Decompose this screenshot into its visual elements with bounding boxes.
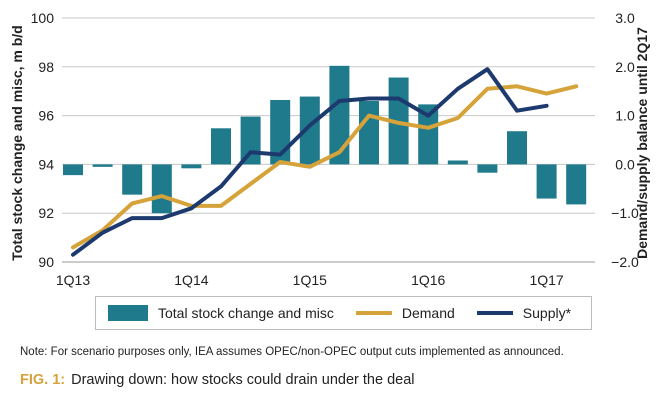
y-right-tick-label: 0.0 <box>615 156 635 172</box>
stock-change-bar <box>181 164 202 169</box>
figure-label: FIG. 1: <box>20 372 66 388</box>
stock-change-bar <box>92 164 113 167</box>
legend-label: Total stock change and misc <box>158 305 334 321</box>
legend-swatch-demand <box>355 311 392 315</box>
figure-caption-text: Drawing down: how stocks could drain und… <box>71 372 415 388</box>
x-tick-label: 1Q16 <box>411 272 445 288</box>
y-left-tick-label: 92 <box>38 205 54 221</box>
x-tick-label: 1Q14 <box>174 272 208 288</box>
stock-change-bar <box>63 164 83 176</box>
stock-change-bar <box>151 164 172 214</box>
figure-caption: FIG. 1: Drawing down: how stocks could dr… <box>20 372 415 388</box>
stock-change-bar <box>211 128 231 165</box>
legend-label: Supply* <box>522 305 572 321</box>
stock-change-bar <box>507 131 527 165</box>
legend-swatch-supply <box>476 311 513 315</box>
stock-change-bar <box>418 104 439 165</box>
y-left-tick-label: 94 <box>38 156 54 172</box>
stock-change-bar <box>240 116 261 165</box>
stock-change-bar <box>329 65 350 165</box>
legend: Total stock change and misc Demand Suppl… <box>95 296 592 330</box>
y-left-tick-label: 96 <box>38 108 54 124</box>
x-tick-label: 1Q13 <box>56 272 90 288</box>
legend-item-supply: Supply* <box>476 305 572 321</box>
stock-change-bar <box>536 164 557 199</box>
legend-swatch-bar <box>108 305 148 321</box>
y-left-tick-label: 98 <box>38 59 54 75</box>
y-right-tick-label: 1.0 <box>615 108 635 124</box>
legend-item-demand: Demand <box>355 305 455 321</box>
stock-change-bar <box>299 96 320 165</box>
y-left-tick-label: 100 <box>31 10 55 26</box>
legend-item-stock-change: Total stock change and misc <box>108 305 334 321</box>
y-right-tick-label: 3.0 <box>615 10 635 26</box>
chart-note: Note: For scenario purposes only, IEA as… <box>20 346 564 358</box>
supply-line <box>71 67 549 257</box>
x-tick-label: 1Q15 <box>293 272 327 288</box>
x-tick-label: 1Q17 <box>529 272 563 288</box>
legend-label: Demand <box>401 305 455 321</box>
axes: 90 92 94 96 98 100 −2.0 −1.0 0.0 1.0 2.0 3.0 1Q13 1Q1… <box>31 10 639 288</box>
stock-change-bar <box>566 164 587 205</box>
balance-lines <box>71 67 579 257</box>
demand-line <box>71 84 579 250</box>
y-right-tick-label: 2.0 <box>615 59 635 75</box>
stock-change-bar <box>122 164 143 195</box>
y-right-axis-label: Demand/supply balance until 2Q17 <box>634 27 650 259</box>
y-left-tick-label: 90 <box>38 254 54 270</box>
stock-change-bar <box>447 160 468 165</box>
stock-change-bar <box>477 164 498 173</box>
y-right-tick-label: −1.0 <box>611 205 639 221</box>
stock-change-bar <box>359 100 379 165</box>
y-right-tick-label: −2.0 <box>611 254 639 270</box>
y-left-axis-label: Total stock change and misc, m b/d <box>9 25 25 260</box>
